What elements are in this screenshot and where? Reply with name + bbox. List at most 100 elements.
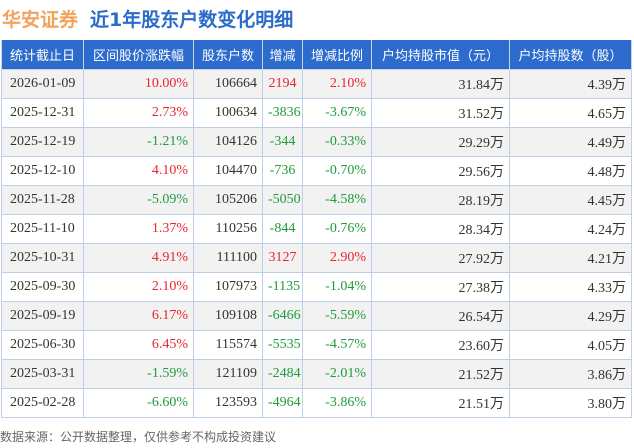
avg-shares-cell: 4.65万 [509, 98, 632, 128]
table-header-row: 统计截止日 区间股价涨跌幅 股东户数 增减 增减比例 户均持股市值（元） 户均持… [1, 40, 632, 70]
header: 华安证券 近1年股东户数变化明细 [2, 4, 293, 32]
ratio-cell: -0.76% [302, 214, 372, 244]
avg-value-cell: 28.19万 [371, 185, 510, 215]
avg-shares-cell: 4.05万 [509, 330, 632, 360]
avg-value-cell: 26.54万 [371, 301, 510, 331]
holders-cell: 106664 [193, 69, 263, 99]
holders-cell: 121109 [193, 359, 263, 389]
delta-cell: 2194 [262, 69, 303, 99]
holders-cell: 115574 [193, 330, 263, 360]
table-row: 2025-09-19 6.17% 109108 -6466 -5.59% 26.54万 4.… [1, 301, 632, 331]
avg-value-cell: 28.34万 [371, 214, 510, 244]
avg-value-cell: 21.52万 [371, 359, 510, 389]
table-row: 2025-03-31 -1.59% 121109 -2484 -2.01% 21.52万 3… [1, 359, 632, 389]
avg-shares-cell: 4.24万 [509, 214, 632, 244]
delta-cell: -5535 [262, 330, 303, 360]
table-row: 2025-02-28 -6.60% 123593 -4964 -3.86% 21.51万 3… [1, 388, 632, 418]
date-cell: 2025-12-19 [1, 127, 84, 157]
delta-cell: -1135 [262, 272, 303, 302]
ratio-cell: -3.86% [302, 388, 372, 418]
ratio-cell: -4.58% [302, 185, 372, 215]
delta-cell: -5050 [262, 185, 303, 215]
price-change-cell: 10.00% [83, 69, 194, 99]
delta-cell: -4964 [262, 388, 303, 418]
avg-shares-cell: 4.49万 [509, 127, 632, 157]
col-header-avg-value: 户均持股市值（元） [371, 40, 510, 70]
col-header-date: 统计截止日 [1, 40, 84, 70]
ratio-cell: -0.33% [302, 127, 372, 157]
price-change-cell: -5.09% [83, 185, 194, 215]
delta-cell: -2484 [262, 359, 303, 389]
avg-value-cell: 31.84万 [371, 69, 510, 99]
ratio-cell: -3.67% [302, 98, 372, 128]
holders-cell: 111100 [193, 243, 263, 273]
avg-shares-cell: 3.86万 [509, 359, 632, 389]
price-change-cell: 4.10% [83, 156, 194, 186]
holders-cell: 110256 [193, 214, 263, 244]
delta-cell: -844 [262, 214, 303, 244]
delta-cell: -344 [262, 127, 303, 157]
date-cell: 2025-06-30 [1, 330, 84, 360]
col-header-delta: 增减 [262, 40, 303, 70]
ratio-cell: -4.57% [302, 330, 372, 360]
date-cell: 2025-09-19 [1, 301, 84, 331]
date-cell: 2025-11-28 [1, 185, 84, 215]
price-change-cell: 6.45% [83, 330, 194, 360]
table-row: 2025-11-10 1.37% 110256 -844 -0.76% 28.34万 4.2… [1, 214, 632, 244]
table-row: 2025-09-30 2.10% 107973 -1135 -1.04% 27.38万 4.… [1, 272, 632, 302]
price-change-cell: 4.91% [83, 243, 194, 273]
col-header-holders: 股东户数 [193, 40, 263, 70]
date-cell: 2025-12-31 [1, 98, 84, 128]
avg-value-cell: 21.51万 [371, 388, 510, 418]
date-cell: 2025-12-10 [1, 156, 84, 186]
avg-shares-cell: 3.80万 [509, 388, 632, 418]
ratio-cell: 2.10% [302, 69, 372, 99]
date-cell: 2025-09-30 [1, 272, 84, 302]
table-row: 2026-01-09 10.00% 106664 2194 2.10% 31.84万 4.3… [1, 69, 632, 99]
date-cell: 2026-01-09 [1, 69, 84, 99]
delta-cell: 3127 [262, 243, 303, 273]
delta-cell: -6466 [262, 301, 303, 331]
ratio-cell: -5.59% [302, 301, 372, 331]
table-row: 2025-10-31 4.91% 111100 3127 2.90% 27.92万 4.21… [1, 243, 632, 273]
table-row: 2025-11-28 -5.09% 105206 -5050 -4.58% 28.19万 4… [1, 185, 632, 215]
avg-shares-cell: 4.21万 [509, 243, 632, 273]
col-header-ratio: 增减比例 [302, 40, 372, 70]
table-row: 2025-06-30 6.45% 115574 -5535 -4.57% 23.60万 4.… [1, 330, 632, 360]
price-change-cell: 2.10% [83, 272, 194, 302]
delta-cell: -3836 [262, 98, 303, 128]
ratio-cell: 2.90% [302, 243, 372, 273]
holders-cell: 123593 [193, 388, 263, 418]
price-change-cell: 2.73% [83, 98, 194, 128]
avg-value-cell: 27.38万 [371, 272, 510, 302]
ratio-cell: -2.01% [302, 359, 372, 389]
avg-value-cell: 23.60万 [371, 330, 510, 360]
avg-shares-cell: 4.33万 [509, 272, 632, 302]
price-change-cell: 1.37% [83, 214, 194, 244]
table-row: 2025-12-31 2.73% 100634 -3836 -3.67% 31.52万 4.… [1, 98, 632, 128]
avg-shares-cell: 4.48万 [509, 156, 632, 186]
col-header-avg-shares: 户均持股数（股） [509, 40, 632, 70]
holders-cell: 104126 [193, 127, 263, 157]
avg-value-cell: 29.29万 [371, 127, 510, 157]
col-header-price-change: 区间股价涨跌幅 [83, 40, 194, 70]
brand-name: 华安证券 [2, 8, 79, 31]
price-change-cell: 6.17% [83, 301, 194, 331]
avg-value-cell: 31.52万 [371, 98, 510, 128]
price-change-cell: -1.21% [83, 127, 194, 157]
delta-cell: -736 [262, 156, 303, 186]
data-source-note: 数据来源：公开数据整理，仅供参考不构成投资建议 [0, 430, 277, 444]
date-cell: 2025-02-28 [1, 388, 84, 418]
table-row: 2025-12-10 4.10% 104470 -736 -0.70% 29.56万 4.4… [1, 156, 632, 186]
holders-cell: 107973 [193, 272, 263, 302]
table-row: 2025-12-19 -1.21% 104126 -344 -0.33% 29.29万 4.… [1, 127, 632, 157]
avg-value-cell: 27.92万 [371, 243, 510, 273]
shareholder-table: 统计截止日 区间股价涨跌幅 股东户数 增减 增减比例 户均持股市值（元） 户均持… [1, 40, 632, 418]
avg-value-cell: 29.56万 [371, 156, 510, 186]
avg-shares-cell: 4.29万 [509, 301, 632, 331]
holders-cell: 105206 [193, 185, 263, 215]
holders-cell: 100634 [193, 98, 263, 128]
date-cell: 2025-03-31 [1, 359, 84, 389]
holders-cell: 104470 [193, 156, 263, 186]
price-change-cell: -6.60% [83, 388, 194, 418]
